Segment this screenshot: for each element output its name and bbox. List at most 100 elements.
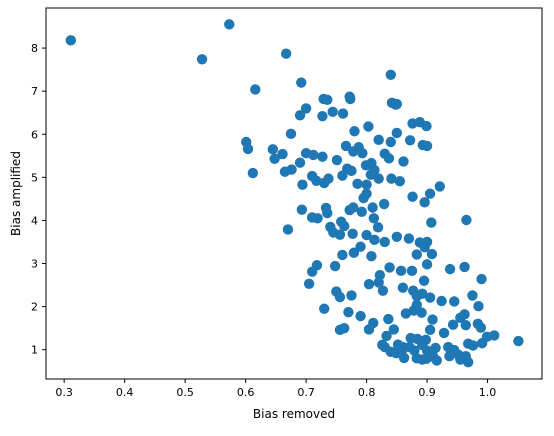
x-tick-label: 0.9 (418, 386, 436, 399)
scatter-point (294, 110, 306, 121)
scatter-point (426, 217, 437, 228)
y-tick-label: 4 (31, 214, 38, 227)
scatter-point (308, 149, 319, 161)
scatter-point (297, 179, 308, 190)
scatter-point (356, 206, 367, 218)
scatter-point (395, 265, 407, 277)
scatter-point (311, 175, 322, 186)
scatter-point (421, 140, 433, 152)
scatter-point (349, 126, 360, 137)
scatter-point (340, 140, 352, 152)
scatter-point (65, 35, 77, 46)
scatter-point (398, 156, 409, 167)
scatter-point (383, 313, 394, 325)
scatter-point (434, 181, 445, 192)
scatter-point (250, 84, 261, 95)
scatter-point (363, 279, 375, 290)
scatter-point (357, 148, 368, 159)
scatter-point (388, 324, 399, 335)
scatter-point (346, 165, 357, 177)
y-tick-label: 8 (31, 42, 38, 55)
scatter-point (424, 292, 436, 303)
scatter-point (411, 299, 422, 311)
x-tick-label: 0.8 (358, 386, 376, 399)
scatter-point (286, 164, 297, 175)
scatter-point (475, 322, 487, 333)
scatter-point (459, 309, 470, 320)
scatter-point (361, 179, 372, 190)
scatter-point (379, 236, 390, 248)
scatter-point (369, 234, 380, 246)
scatter-point (436, 295, 447, 307)
scatter-point (296, 204, 308, 215)
y-tick-label: 7 (31, 85, 38, 98)
scatter-point (373, 173, 384, 184)
scatter-point (369, 164, 380, 176)
scatter-point (347, 228, 358, 239)
scatter-point (467, 290, 478, 301)
scatter-point (397, 282, 409, 293)
scatter-point (416, 307, 427, 318)
scatter-point (294, 157, 306, 168)
scatter-point (355, 241, 366, 252)
scatter-point (377, 285, 389, 296)
scatter-point (339, 322, 350, 334)
scatter-point (363, 324, 375, 335)
x-tick-label: 0.6 (237, 386, 255, 399)
scatter-point (418, 275, 430, 286)
scatter-point (476, 273, 487, 285)
scatter-point (513, 335, 524, 347)
x-ticks: 0.3 0.4 0.5 0.6 0.7 0.8 0.9 1.0 (55, 379, 496, 399)
scatter-point (300, 103, 312, 114)
scatter-point (196, 54, 208, 65)
scatter-point (303, 278, 315, 289)
scatter-point (285, 128, 297, 140)
scatter-point (368, 213, 380, 224)
scatter-point (224, 19, 235, 30)
scatter-point (419, 197, 430, 208)
scatter-point (385, 69, 396, 80)
axes-frame (45, 7, 543, 380)
scatter-point (394, 176, 406, 187)
scatter-point (269, 153, 280, 165)
x-tick-label: 0.3 (55, 386, 73, 399)
scatter-point (348, 202, 359, 213)
y-tick-label: 6 (31, 128, 38, 141)
scatter-point (361, 229, 372, 241)
scatter-point (384, 262, 395, 273)
scatter-point (373, 134, 384, 146)
scatter-point (242, 143, 254, 155)
scatter-point (467, 340, 479, 351)
points-layer (65, 19, 524, 368)
scatter-point (427, 314, 438, 325)
scatter-point (421, 120, 432, 132)
scatter-point (361, 188, 372, 199)
scatter-point (343, 307, 354, 318)
scatter-point (317, 110, 328, 122)
scatter-point (417, 288, 428, 299)
y-ticks: 1 2 3 4 5 6 7 8 (31, 42, 46, 357)
scatter-point (334, 291, 346, 303)
scatter-point (476, 338, 488, 349)
scatter-point (381, 330, 392, 342)
scatter-point (373, 277, 384, 288)
scatter-point (363, 121, 374, 132)
scatter-point (327, 106, 338, 118)
scatter-point (424, 188, 436, 199)
scatter-point (459, 261, 470, 273)
scatter-point (398, 352, 410, 364)
y-tick-label: 3 (31, 258, 38, 271)
x-axis-label: Bias removed (253, 407, 335, 421)
scatter-point (334, 229, 346, 240)
scatter-point (329, 260, 341, 272)
scatter-point (400, 308, 412, 319)
scatter-point (267, 144, 279, 155)
scatter-point (444, 263, 456, 275)
scatter-point (430, 342, 441, 354)
scatter-point (366, 251, 377, 262)
scatter-point (280, 48, 292, 59)
y-tick-label: 2 (31, 301, 38, 314)
y-tick-label: 5 (31, 171, 38, 184)
scatter-point (438, 327, 450, 339)
scatter-point (426, 248, 438, 260)
